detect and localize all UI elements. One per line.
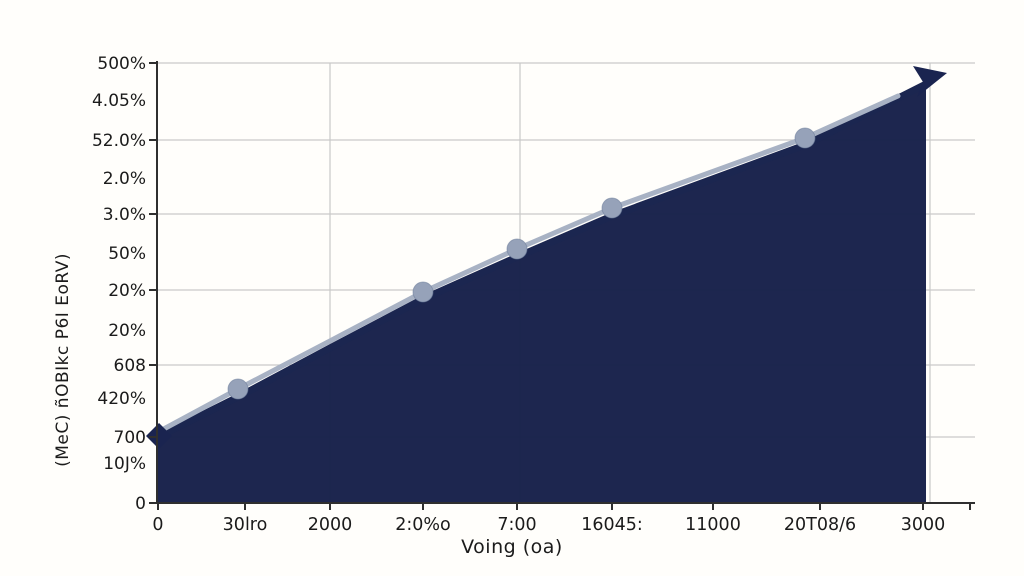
end-arrow-icon [913,66,947,97]
x-tick-label: 20T08/6 [784,515,856,535]
light-series-line [157,93,901,434]
x-tick-label: 7:00 [497,515,536,535]
area-fill [158,84,926,503]
x-tick-label: 0 [152,515,163,535]
y-tick-label: 700 [114,428,146,448]
x-tick-label: 2:0%o [395,515,451,535]
y-tick-label: 20% [108,321,146,341]
start-diamond-marker [146,423,172,449]
x-axis-title: Voing (oa) [461,536,563,558]
y-tick-label: 500% [97,54,146,74]
y-tick-label: 3.0% [103,205,146,225]
y-tick-label: 608 [114,356,146,376]
y-tick-label: 50% [108,244,146,264]
y-tick-label: 420% [97,389,146,409]
y-axis-title-text: (MeC) ñOBIkc P6I EoRV) [53,253,73,467]
x-tick-label: 2000 [308,515,353,535]
x-tick-label: 16045: [581,515,643,535]
y-tick-label: 4.05% [92,91,146,111]
data-point-circle [412,281,434,303]
data-point-circle [794,127,816,149]
y-tick-label: 0 [135,494,146,514]
y-tick-label: 2.0% [103,169,146,189]
data-point-circle [601,197,623,219]
y-tick-label: 10J% [103,454,146,474]
x-tick-label: 11000 [685,515,741,535]
data-point-circle [227,378,249,400]
y-tick-label: 52.0% [92,131,146,151]
x-tick-label: 3000 [901,515,946,535]
data-point-circle [506,238,528,260]
y-tick-label: 20% [108,281,146,301]
area-edge-line [154,80,930,441]
x-tick-label: 30lro [223,515,268,535]
